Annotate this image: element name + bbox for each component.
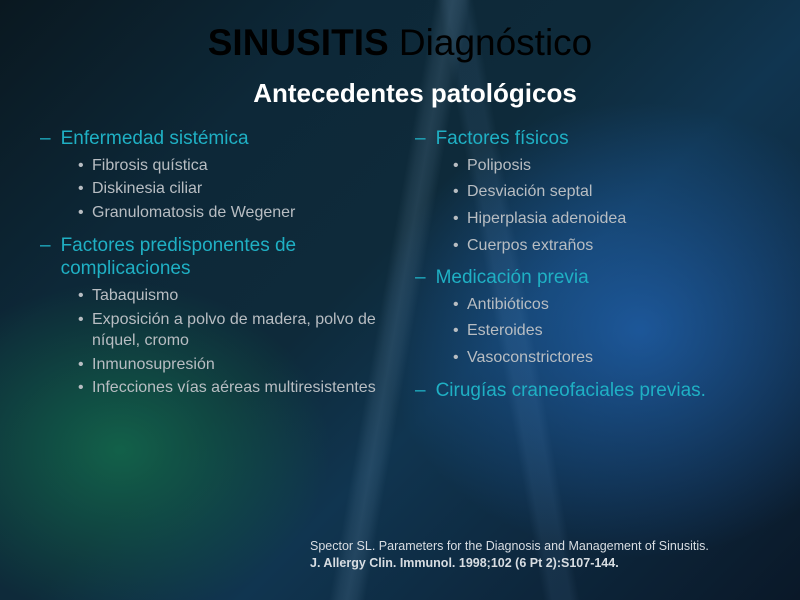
bullet-list: Antibióticos Esteroides Vasoconstrictore…	[415, 294, 760, 369]
title-rest: Diagnóstico	[389, 22, 593, 63]
list-item: Inmunosupresión	[78, 354, 385, 376]
slide: SINUSITIS Diagnóstico Antecedentes patol…	[0, 0, 800, 600]
list-item: Fibrosis quística	[78, 155, 385, 177]
dash-icon: –	[415, 379, 426, 403]
list-item: Exposición a polvo de madera, polvo de n…	[78, 309, 385, 352]
heading-text: Enfermedad sistémica	[61, 127, 249, 151]
section-heading: – Medicación previa	[415, 266, 760, 290]
list-item: Diskinesia ciliar	[78, 178, 385, 200]
dash-icon: –	[40, 127, 51, 151]
right-column: – Factores físicos Poliposis Desviación …	[415, 127, 760, 412]
list-item: Desviación septal	[453, 181, 760, 203]
bullet-list: Fibrosis quística Diskinesia ciliar Gran…	[40, 155, 385, 224]
columns: – Enfermedad sistémica Fibrosis quística…	[40, 127, 760, 412]
section-factores-fisicos: – Factores físicos Poliposis Desviación …	[415, 127, 760, 256]
list-item: Hiperplasia adenoidea	[453, 208, 760, 230]
title-bold: SINUSITIS	[208, 22, 389, 63]
heading-text: Factores predisponentes de complicacione…	[61, 234, 385, 282]
list-item: Tabaquismo	[78, 285, 385, 307]
dash-icon: –	[40, 234, 51, 258]
heading-text: Cirugías craneofaciales previas.	[436, 379, 706, 403]
slide-title: SINUSITIS Diagnóstico	[40, 22, 760, 64]
section-enfermedad-sistemica: – Enfermedad sistémica Fibrosis quística…	[40, 127, 385, 224]
bullet-list: Poliposis Desviación septal Hiperplasia …	[415, 155, 760, 256]
slide-subtitle: Antecedentes patológicos	[40, 78, 760, 109]
section-heading: – Factores predisponentes de complicacio…	[40, 234, 385, 282]
citation: Spector SL. Parameters for the Diagnosis…	[310, 538, 760, 572]
dash-icon: –	[415, 127, 426, 151]
list-item: Granulomatosis de Wegener	[78, 202, 385, 224]
section-heading: – Cirugías craneofaciales previas.	[415, 379, 760, 403]
list-item: Infecciones vías aéreas multiresistentes	[78, 377, 385, 399]
citation-line1: Spector SL. Parameters for the Diagnosis…	[310, 538, 760, 555]
bullet-list: Tabaquismo Exposición a polvo de madera,…	[40, 285, 385, 399]
section-heading: – Enfermedad sistémica	[40, 127, 385, 151]
dash-icon: –	[415, 266, 426, 290]
left-column: – Enfermedad sistémica Fibrosis quística…	[40, 127, 385, 412]
list-item: Cuerpos extraños	[453, 235, 760, 257]
list-item: Antibióticos	[453, 294, 760, 316]
list-item: Poliposis	[453, 155, 760, 177]
section-factores-predisponentes: – Factores predisponentes de complicacio…	[40, 234, 385, 399]
citation-line2: J. Allergy Clin. Immunol. 1998;102 (6 Pt…	[310, 555, 760, 572]
section-cirugias-previas: – Cirugías craneofaciales previas.	[415, 379, 760, 403]
heading-text: Medicación previa	[436, 266, 589, 290]
section-medicacion-previa: – Medicación previa Antibióticos Esteroi…	[415, 266, 760, 369]
list-item: Esteroides	[453, 320, 760, 342]
heading-text: Factores físicos	[436, 127, 569, 151]
section-heading: – Factores físicos	[415, 127, 760, 151]
list-item: Vasoconstrictores	[453, 347, 760, 369]
